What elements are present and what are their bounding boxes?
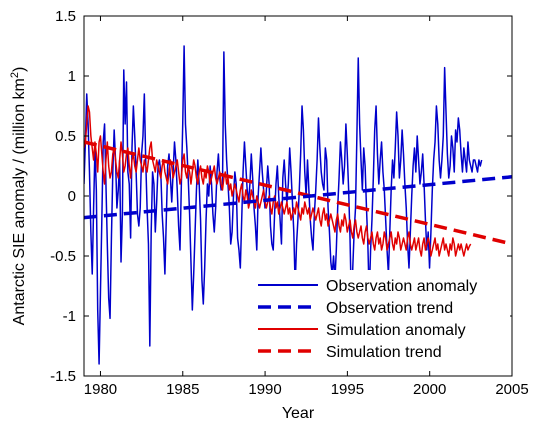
y-tick-label: -0.5 [50, 248, 76, 265]
y-axis-label-close: ) [11, 67, 28, 72]
axis-layer: 1980 1985 1990 1995 2000 2005 -1.5 -1 -0.5 0 0.5 1 1… [50, 8, 529, 398]
x-tick-label: 1980 [84, 381, 117, 398]
x-tick-label: 1990 [248, 381, 281, 398]
x-tick-label: 2005 [495, 381, 528, 398]
y-tick-label: 1 [68, 68, 76, 85]
legend-label-simulation-anomaly: Simulation anomaly [326, 322, 466, 339]
series-layer [84, 45, 512, 365]
x-tick-label: 2000 [413, 381, 446, 398]
observation-anomaly-line [84, 45, 483, 365]
legend-label-simulation-trend: Simulation trend [326, 344, 442, 361]
y-tick-label: 0.5 [55, 128, 76, 145]
simulation-anomaly-line [84, 105, 472, 257]
simulation-trend-line [84, 140, 512, 246]
observation-trend-line [84, 175, 512, 220]
y-tick-label: 1.5 [55, 8, 76, 25]
y-tick-label: 0 [68, 188, 76, 205]
y-tick-label: -1.5 [50, 368, 76, 385]
legend-label-observation-trend: Observation trend [326, 300, 453, 317]
x-tick-label: 1995 [331, 381, 364, 398]
legend-label-observation-anomaly: Observation anomaly [326, 278, 477, 295]
x-axis-label: Year [282, 405, 315, 422]
y-axis-label-sup: 2 [9, 72, 21, 78]
legend: Observation anomaly Observation trend Si… [248, 270, 510, 370]
y-axis-label-main: Antarctic SIE anomaly / (million km [11, 78, 28, 325]
x-tick-label: 1985 [166, 381, 199, 398]
legend-box [248, 270, 510, 370]
y-axis-label: Antarctic SIE anomaly / (million km2) [9, 67, 28, 326]
y-tick-label: -1 [63, 308, 76, 325]
plot-frame [83, 15, 513, 377]
